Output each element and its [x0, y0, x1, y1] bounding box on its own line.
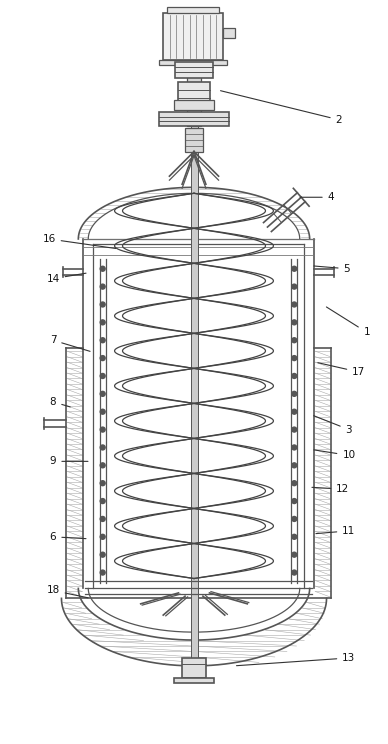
- Circle shape: [100, 409, 105, 414]
- Text: 6: 6: [50, 532, 86, 542]
- Circle shape: [100, 463, 105, 468]
- Circle shape: [100, 320, 105, 325]
- Circle shape: [292, 445, 297, 450]
- Circle shape: [100, 552, 105, 557]
- Text: 17: 17: [318, 362, 365, 377]
- Circle shape: [100, 391, 105, 397]
- Text: 10: 10: [314, 450, 355, 461]
- Circle shape: [100, 427, 105, 432]
- Bar: [174, 100, 214, 110]
- Text: 9: 9: [50, 456, 88, 466]
- Bar: [174, 678, 214, 683]
- Circle shape: [100, 498, 105, 504]
- Text: 4: 4: [300, 192, 334, 202]
- Bar: [159, 60, 227, 65]
- Text: 14: 14: [47, 273, 86, 283]
- Bar: [187, 60, 201, 126]
- Circle shape: [292, 481, 297, 486]
- Text: 7: 7: [50, 336, 90, 351]
- Circle shape: [100, 481, 105, 486]
- Circle shape: [292, 552, 297, 557]
- Text: 16: 16: [42, 234, 116, 248]
- Circle shape: [292, 284, 297, 289]
- Bar: [178, 82, 210, 110]
- Bar: [159, 112, 229, 126]
- Circle shape: [100, 570, 105, 575]
- Circle shape: [100, 302, 105, 307]
- Circle shape: [100, 284, 105, 289]
- Text: 18: 18: [47, 586, 88, 597]
- Circle shape: [100, 534, 105, 539]
- Bar: [163, 13, 223, 60]
- Circle shape: [292, 570, 297, 575]
- Circle shape: [100, 373, 105, 379]
- Text: 13: 13: [236, 653, 355, 666]
- Circle shape: [292, 266, 297, 272]
- Circle shape: [292, 356, 297, 361]
- Circle shape: [100, 356, 105, 361]
- Circle shape: [292, 427, 297, 432]
- Text: 2: 2: [220, 91, 342, 125]
- Text: 8: 8: [50, 397, 70, 407]
- Bar: [175, 62, 213, 78]
- Circle shape: [100, 445, 105, 450]
- Circle shape: [292, 338, 297, 343]
- Text: 5: 5: [314, 263, 350, 274]
- Circle shape: [292, 463, 297, 468]
- Circle shape: [292, 409, 297, 414]
- Bar: [223, 28, 235, 39]
- Bar: [191, 126, 198, 658]
- Circle shape: [292, 534, 297, 539]
- Circle shape: [100, 266, 105, 272]
- Text: 1: 1: [326, 307, 370, 337]
- Circle shape: [292, 498, 297, 504]
- Bar: [182, 658, 206, 678]
- Circle shape: [292, 516, 297, 522]
- Circle shape: [292, 302, 297, 307]
- Circle shape: [292, 320, 297, 325]
- Text: 12: 12: [312, 484, 350, 494]
- Text: 11: 11: [316, 526, 355, 536]
- Circle shape: [100, 338, 105, 343]
- Circle shape: [292, 373, 297, 379]
- Text: 3: 3: [314, 416, 352, 434]
- Bar: [167, 7, 219, 13]
- Bar: [185, 128, 203, 152]
- Circle shape: [292, 391, 297, 397]
- Circle shape: [100, 516, 105, 522]
